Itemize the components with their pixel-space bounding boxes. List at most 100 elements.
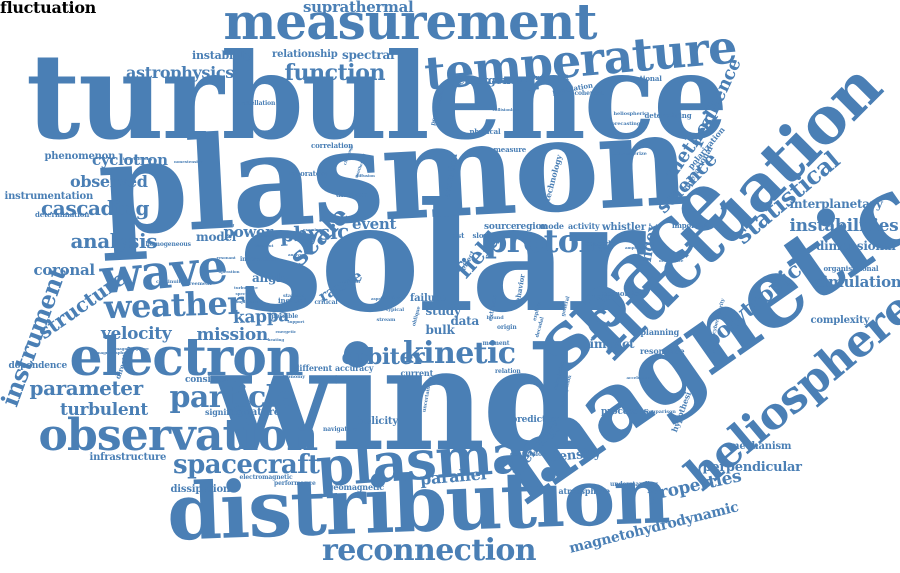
word-geomagnetic: geomagnetic bbox=[328, 482, 385, 492]
word-bound: bound bbox=[486, 314, 504, 321]
word-wind: wind bbox=[211, 317, 582, 483]
word-resonant: resonant bbox=[216, 255, 236, 260]
word-whistler: whistler bbox=[602, 222, 646, 233]
word-measurement: measurement bbox=[223, 0, 598, 51]
word-density: density bbox=[548, 445, 601, 465]
word-characterize: characterize bbox=[613, 150, 647, 157]
word-measure: measure bbox=[493, 144, 527, 154]
word-slow: slow bbox=[472, 230, 490, 240]
word-magnetosphere: magnetosphere bbox=[115, 346, 149, 351]
word-heating: heating bbox=[267, 337, 285, 342]
word-significant: significant bbox=[205, 407, 252, 417]
word-power: power bbox=[223, 222, 274, 241]
word-spacecraft: spacecraft bbox=[173, 450, 320, 480]
word-observation: observation bbox=[38, 410, 319, 461]
word-consistent: consistent bbox=[185, 374, 236, 385]
word-physical: physical bbox=[469, 126, 501, 136]
word-turbulence-small: turbulence bbox=[234, 285, 258, 290]
word-proton: proton bbox=[485, 222, 602, 260]
word-mode: mode bbox=[540, 221, 564, 231]
word-reconnection: reconnection bbox=[322, 533, 537, 568]
word-atmosphere: atmosphere bbox=[558, 486, 611, 496]
word-dimensional: dimensional bbox=[816, 239, 896, 253]
word-prediction: prediction bbox=[511, 414, 562, 425]
word-complexity: complexity bbox=[810, 315, 870, 326]
word-impact: impact bbox=[589, 337, 635, 351]
word-important: important bbox=[672, 220, 711, 230]
word-instrumentation: instrumentation bbox=[4, 191, 94, 202]
word-organisational: organisational bbox=[823, 263, 879, 273]
word-weather: weather bbox=[102, 283, 244, 327]
word-fast: fast bbox=[450, 230, 465, 240]
word-aspect: aspect bbox=[371, 296, 385, 301]
word-electron: electron bbox=[69, 327, 304, 388]
word-evaluating: evaluating bbox=[211, 222, 235, 227]
word-studies: studies bbox=[380, 294, 401, 301]
word-bulk: bulk bbox=[425, 323, 455, 337]
word-source: source bbox=[484, 221, 517, 232]
word-coronal: coronal bbox=[33, 260, 96, 279]
word-statistic: statistic bbox=[283, 292, 305, 299]
word-astronomy: astronomy bbox=[276, 373, 306, 380]
word-planning: planning bbox=[640, 327, 680, 337]
word-blackout: blackout bbox=[254, 243, 274, 248]
word-activity: activity bbox=[568, 221, 600, 231]
word-spectral: spectral bbox=[342, 48, 395, 62]
word-relation: relation bbox=[495, 368, 521, 375]
word-analysis: analysis bbox=[70, 229, 158, 253]
word-energetic: energetic bbox=[275, 329, 297, 334]
word-perpendicular: perpendicular bbox=[702, 459, 803, 475]
word-examine: examine bbox=[303, 227, 322, 232]
word-orbiter: orbiter bbox=[341, 344, 425, 370]
word-navigation: navigation bbox=[323, 426, 358, 433]
word-suprathermal: suprathermal bbox=[303, 0, 414, 16]
word-correlation: correlation bbox=[311, 140, 354, 150]
word-collisionless: collisionless bbox=[492, 107, 520, 112]
word-cascade: cascade bbox=[585, 238, 615, 248]
word-occurrence: occurrence bbox=[659, 258, 684, 263]
word-relationship: relationship bbox=[272, 49, 338, 60]
word-continuity: continuity bbox=[156, 278, 184, 285]
word-model: model bbox=[196, 230, 237, 244]
word-observed: observed bbox=[70, 172, 148, 191]
word-nonextensive: nonextensive bbox=[174, 159, 203, 164]
word-dissipation: dissipation bbox=[170, 484, 231, 495]
word-diffusion: diffusion bbox=[355, 173, 375, 178]
word-dependence: dependence bbox=[8, 360, 68, 371]
word-inertial: inertial bbox=[278, 295, 306, 305]
word-constellation: constellation bbox=[233, 100, 276, 107]
word-connection: connection bbox=[510, 451, 547, 458]
word-parameter: parameter bbox=[29, 376, 144, 400]
word-acceleration: acceleration bbox=[626, 375, 654, 380]
word-helicity: helicity bbox=[358, 416, 398, 427]
word-failure: failure bbox=[410, 293, 446, 304]
word-velocity: velocity bbox=[101, 323, 172, 344]
word-mechanism: mechanism bbox=[729, 441, 792, 452]
word-fluctuation-small: fluctuation bbox=[0, 0, 96, 17]
word-typical: typical bbox=[386, 306, 405, 313]
word-function: function bbox=[284, 60, 386, 86]
word-data: data bbox=[450, 314, 480, 328]
word-performance: performance bbox=[274, 480, 316, 487]
word-accuracy: accuracy bbox=[335, 363, 374, 373]
word-analyze: analyze bbox=[288, 252, 305, 257]
word-spectrum: spectrum bbox=[235, 291, 257, 296]
word-astrophysics: astrophysics bbox=[126, 63, 234, 82]
word-resonance: resonance bbox=[640, 346, 685, 356]
word-heliospheric: heliospheric bbox=[613, 110, 648, 117]
word-simulation: simulation bbox=[814, 272, 900, 291]
word-kinetic: kinetic bbox=[403, 336, 516, 371]
word-possible: possible bbox=[271, 313, 299, 320]
word-cascading: cascading bbox=[41, 196, 150, 220]
word-interplanetary: interplanetary bbox=[789, 197, 883, 211]
word-instabilities: instabilities bbox=[789, 215, 899, 236]
word-operation: operation bbox=[218, 269, 240, 274]
word-current: current bbox=[400, 368, 434, 378]
word-event: event bbox=[352, 214, 397, 233]
word-component: component bbox=[526, 72, 570, 82]
word-trapping: trapping bbox=[259, 233, 279, 238]
word-homogeneous: homogeneous bbox=[145, 241, 191, 248]
word-support: support bbox=[287, 319, 305, 324]
word-laboratory: laboratory bbox=[288, 168, 328, 178]
